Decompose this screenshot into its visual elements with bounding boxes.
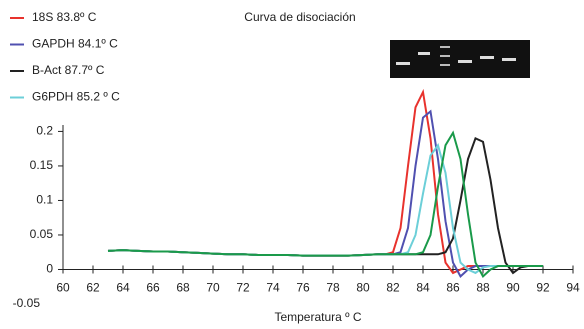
x-tick-label: 94 (566, 281, 580, 295)
y-tick-label: 0 (46, 262, 53, 276)
y-tick-label: 0.15 (30, 158, 54, 172)
series-line (108, 92, 543, 273)
y-tick-label: -0.05 (13, 296, 41, 310)
page: Curva de disociación Temperatura º C -0.… (0, 0, 584, 329)
x-tick-label: 64 (116, 281, 130, 295)
chart-title: Curva de disociación (244, 10, 355, 24)
legend-label: GAPDH 84.1º C (32, 37, 118, 51)
legend-label: B-Act 87.7º C (32, 63, 105, 77)
x-tick-label: 92 (536, 281, 550, 295)
y-tick-label: 0.05 (30, 227, 54, 241)
x-tick-label: 90 (506, 281, 520, 295)
series-line (108, 145, 543, 273)
series-line (108, 133, 543, 277)
y-tick-label: 0.1 (36, 193, 53, 207)
x-tick-label: 80 (356, 281, 370, 295)
x-tick-label: 86 (446, 281, 460, 295)
legend-label: 18S 83.8º C (32, 10, 97, 24)
x-tick-label: 66 (146, 281, 160, 295)
y-tick-label: 0.2 (36, 124, 53, 138)
x-axis-label: Temperatura º C (274, 310, 361, 324)
x-tick-label: 78 (326, 281, 340, 295)
x-tick-label: 76 (296, 281, 310, 295)
legend-label: G6PDH 85.2 º C (32, 90, 120, 104)
chart: Curva de disociación Temperatura º C -0.… (0, 0, 584, 329)
x-tick-label: 74 (266, 281, 280, 295)
x-tick-label: 72 (236, 281, 250, 295)
x-tick-label: 84 (416, 281, 430, 295)
gel-image (390, 40, 530, 78)
x-tick-label: 82 (386, 281, 400, 295)
x-tick-label: 60 (56, 281, 70, 295)
x-tick-label: 70 (206, 281, 220, 295)
x-tick-label: 62 (86, 281, 100, 295)
x-tick-label: 68 (176, 281, 190, 295)
x-tick-label: 88 (476, 281, 490, 295)
